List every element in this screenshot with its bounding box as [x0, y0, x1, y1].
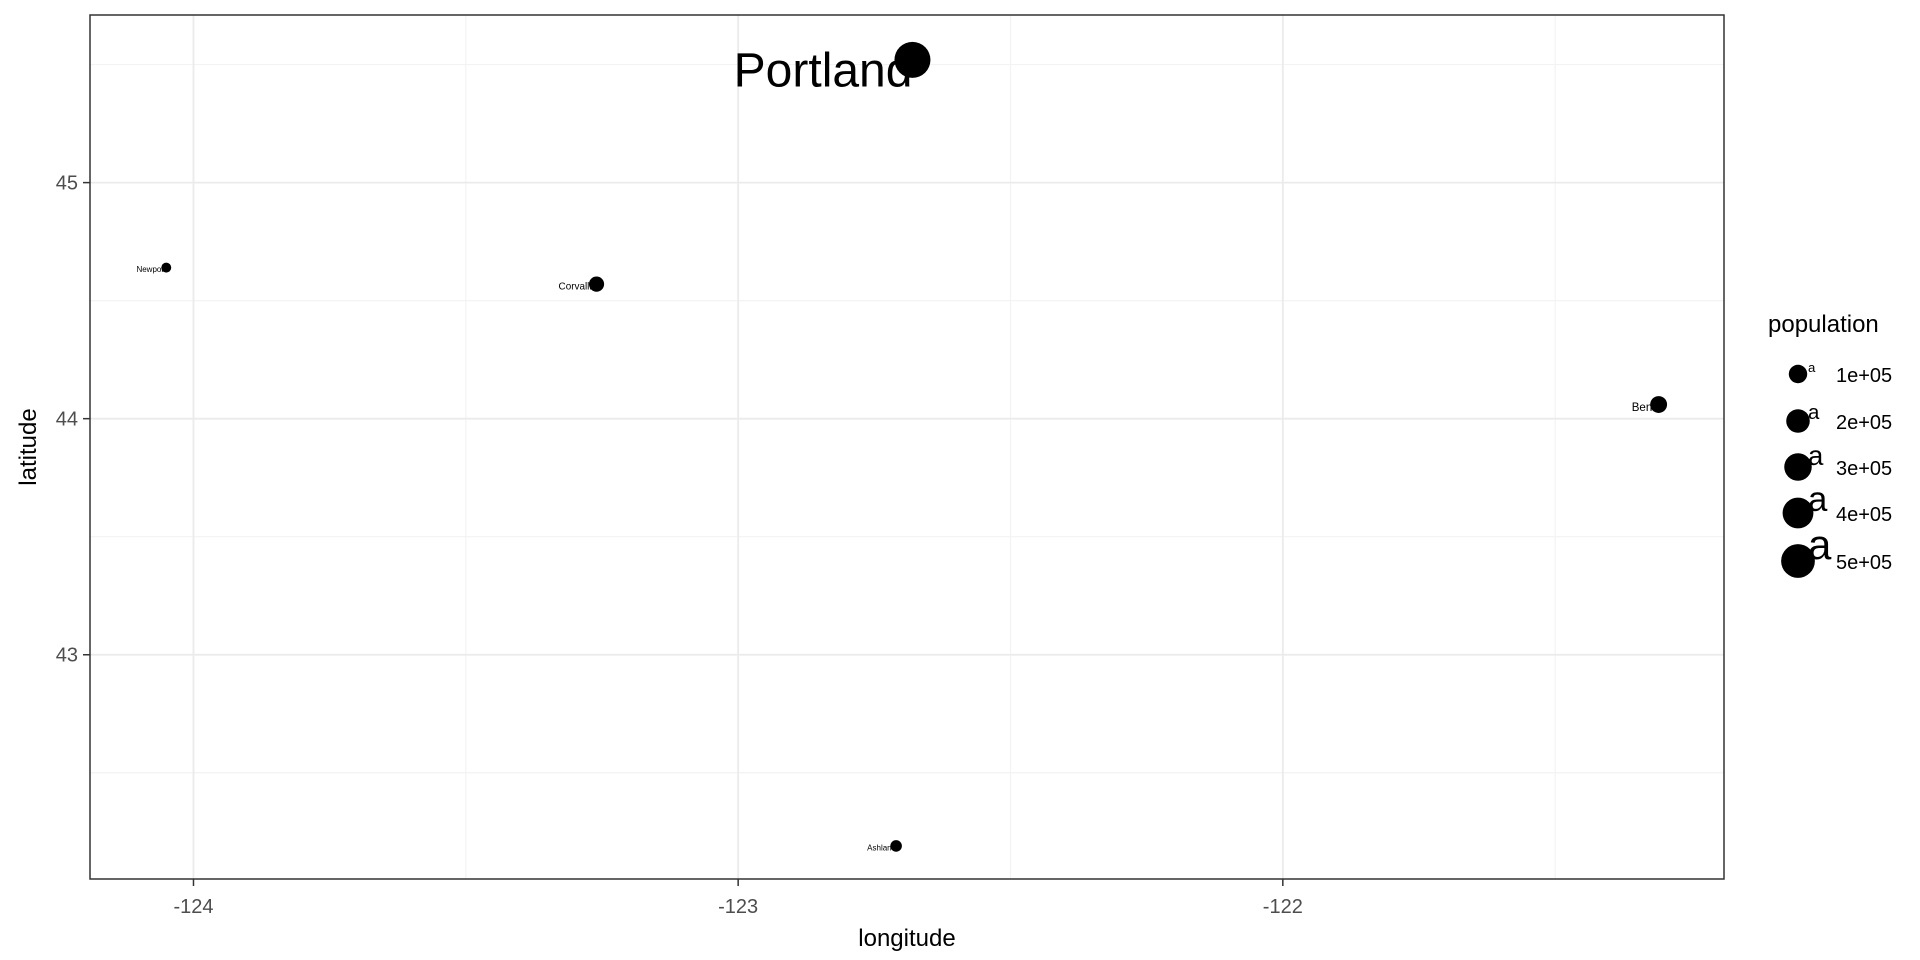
- point-ashland: [890, 840, 902, 852]
- legend-key-glyph: a: [1808, 402, 1820, 424]
- label-portland: Portland: [734, 44, 913, 97]
- point-bend: [1650, 396, 1668, 413]
- point-newport: [161, 262, 172, 273]
- legend-key-glyph: a: [1808, 440, 1824, 471]
- legend-entry-label: 1e+05: [1836, 365, 1892, 387]
- label-bend: Bend: [1632, 402, 1659, 414]
- city-points: [161, 41, 1668, 852]
- legend-entry-label: 4e+05: [1836, 504, 1892, 526]
- y-tick-label: 43: [56, 645, 78, 667]
- legend-key-point: [1781, 544, 1815, 578]
- legend-key-glyph: a: [1808, 521, 1832, 568]
- y-axis-ticks: 43 44 45: [56, 173, 90, 667]
- city-labels: Portland Corvallis Newport Bend Ashland: [136, 44, 1658, 852]
- legend-keys: a 1e+05a 2e+05a 3e+05a 4e+05a 5e+05: [1781, 360, 1892, 578]
- plot-panel-border: [89, 14, 1725, 880]
- y-tick-label: 45: [56, 173, 78, 195]
- x-axis-ticks: -124 -123 -122: [173, 879, 1303, 918]
- point-portland: [894, 41, 931, 78]
- minor-gridlines: [90, 15, 1724, 879]
- legend-entry-label: 3e+05: [1836, 458, 1892, 480]
- x-axis-title: longitude: [858, 925, 955, 952]
- x-tick-label: -123: [718, 896, 758, 918]
- y-axis-title: latitude: [15, 408, 42, 485]
- major-gridlines: [90, 15, 1724, 879]
- legend-key-point: [1784, 453, 1812, 481]
- legend-entry-label: 5e+05: [1836, 552, 1892, 574]
- legend-key-point: [1788, 364, 1808, 384]
- x-tick-label: -122: [1263, 896, 1303, 918]
- x-tick-label: -124: [173, 896, 213, 918]
- label-newport: Newport: [136, 265, 167, 274]
- size-legend: population a 1e+05a 2e+05a 3e+05a 4e+05a 5e+0…: [1768, 311, 1892, 578]
- legend-key-point: [1786, 409, 1810, 433]
- legend-key-point: [1782, 497, 1814, 529]
- y-tick-label: 44: [56, 409, 78, 431]
- legend-title: population: [1768, 311, 1879, 338]
- label-corvallis: Corvallis: [559, 282, 597, 293]
- label-ashland: Ashland: [867, 843, 896, 852]
- legend-entry-label: 2e+05: [1836, 412, 1892, 434]
- legend-key-glyph: a: [1808, 481, 1828, 519]
- legend-key-glyph: a: [1808, 360, 1816, 375]
- point-corvallis: [588, 276, 605, 292]
